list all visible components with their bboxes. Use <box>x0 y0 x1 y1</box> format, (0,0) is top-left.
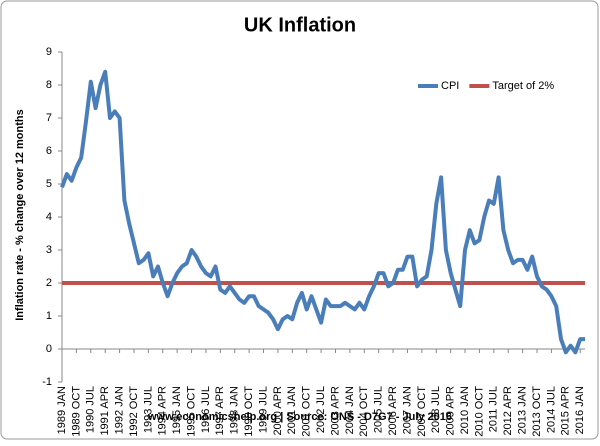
x-tick-label: 2008 JUL <box>430 386 442 433</box>
x-tick-label: 2012 APR <box>502 386 514 436</box>
x-tick-label: 2001 JAN <box>286 386 298 434</box>
y-tick-label: 8 <box>46 79 52 91</box>
x-tick-label: 2004 JAN <box>344 386 356 434</box>
y-tick-label: 6 <box>46 145 52 157</box>
legend-label: CPI <box>441 80 459 92</box>
x-tick-label: 1994 APR <box>157 386 169 436</box>
chart-title: UK Inflation <box>244 14 356 36</box>
x-tick-label: 1999 JUL <box>257 386 269 433</box>
source-note: www.economicshelp.org | Source: ONS - D7… <box>147 411 452 423</box>
x-tick-label: 1996 JUL <box>200 386 212 433</box>
x-tick-label: 1989 JAN <box>56 386 68 434</box>
x-tick-label: 2003 APR <box>329 386 341 436</box>
x-tick-label: 2014 JUL <box>545 386 557 433</box>
x-tick-label: 2002 JUL <box>315 386 327 433</box>
x-tick-label: 1992 JAN <box>113 386 125 434</box>
x-tick-label: 1989 OCT <box>70 386 82 437</box>
x-tick-label: 2005 JUL <box>373 386 385 433</box>
y-tick-label: 9 <box>46 46 52 58</box>
x-tick-label: 1993 JUL <box>142 386 154 433</box>
x-tick-label: 1998 OCT <box>243 386 255 437</box>
x-tick-label: 2000 APR <box>272 386 284 436</box>
data-line <box>60 69 585 355</box>
x-tick-label: 2010 JAN <box>459 386 471 434</box>
x-tick-label: 2001 OCT <box>301 386 313 437</box>
x-tick-label: 2010 OCT <box>473 386 485 437</box>
x-tick-label: 2013 OCT <box>531 386 543 437</box>
x-tick-label: 1997 APR <box>214 386 226 436</box>
x-tick-label: 2011 JUL <box>488 386 500 432</box>
x-tick-label: 1991 APR <box>99 386 111 436</box>
x-tick-label: 1998 JAN <box>229 386 241 434</box>
x-tick-label: 1990 JUL <box>85 386 97 433</box>
x-tick-label: 2009 APR <box>445 386 457 436</box>
x-tick-label: 2007 JAN <box>401 386 413 434</box>
x-tick-label: 2004 OCT <box>358 386 370 437</box>
y-tick-label: 2 <box>46 277 52 289</box>
x-tick-label: 2013 JAN <box>517 386 529 434</box>
y-tick-label: 3 <box>46 244 52 256</box>
y-tick-label: -1 <box>42 376 52 388</box>
x-tick-label: 2015 APR <box>560 386 572 436</box>
x-tick-label: 2007 OCT <box>416 386 428 437</box>
y-tick-label: 1 <box>46 310 52 322</box>
y-tick-label: 7 <box>46 112 52 124</box>
x-tick-label: 1995 OCT <box>185 386 197 437</box>
legend-label: Target of 2% <box>492 80 554 92</box>
x-tick-label: 1992 OCT <box>128 386 140 437</box>
x-tick-label: 1995 JAN <box>171 386 183 434</box>
y-tick-label: 0 <box>46 343 52 355</box>
y-axis-title: Inflation rate - % change over 12 months <box>14 109 26 321</box>
y-tick-label: 4 <box>46 211 52 223</box>
y-tick-label: 5 <box>46 178 52 190</box>
x-tick-label: 2006 APR <box>387 386 399 436</box>
x-tick-label: 2016 JAN <box>574 386 586 434</box>
